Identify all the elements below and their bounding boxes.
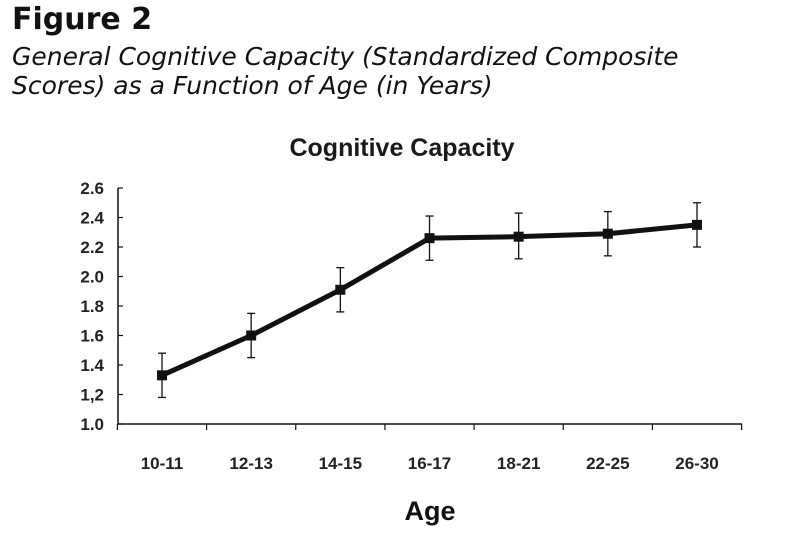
data-point — [602, 228, 613, 239]
chart-title: Cognitive Capacity — [289, 134, 514, 162]
figure-caption: General Cognitive Capacity (Standardized… — [12, 42, 802, 100]
chart-marks — [157, 202, 702, 399]
y-tick-label: 1,2 — [80, 386, 104, 405]
x-tick-label: 26-30 — [675, 454, 718, 473]
chart-axes: 1.0 1,2 1.4 1.6 1.8 2.0 2.2 2.4 2.6 10-11 12-13 14-… — [80, 179, 743, 473]
data-point — [513, 231, 524, 242]
figure-label: Figure 2 — [12, 2, 153, 37]
x-tick-label: 16-17 — [408, 454, 451, 473]
x-tick-label: 12-13 — [229, 454, 272, 473]
y-tick-label: 1.0 — [80, 415, 104, 434]
figure-caption-line-1: General Cognitive Capacity (Standardized… — [12, 42, 679, 71]
x-tick-label: 10-11 — [141, 454, 184, 473]
data-point — [157, 370, 167, 381]
y-tick-label: 1.4 — [80, 356, 104, 375]
data-point — [424, 233, 435, 244]
x-tick-label: 22-25 — [586, 454, 629, 473]
y-tick-label: 2.4 — [80, 209, 104, 228]
data-point — [335, 284, 346, 295]
x-tick-label: 14-15 — [319, 454, 362, 473]
data-point — [692, 219, 702, 230]
figure-caption-line-2: Scores) as a Function of Age (in Years) — [12, 71, 493, 100]
y-tick-label: 1.8 — [80, 297, 104, 316]
y-tick-label: 2.6 — [80, 179, 104, 198]
y-tick-label: 1.6 — [80, 327, 104, 346]
y-tick-label: 2.2 — [80, 238, 104, 257]
x-tick-label: 18-21 — [497, 454, 540, 473]
x-axis-label: Age — [404, 496, 455, 526]
data-point — [246, 330, 257, 341]
y-tick-label: 2.0 — [80, 268, 104, 287]
